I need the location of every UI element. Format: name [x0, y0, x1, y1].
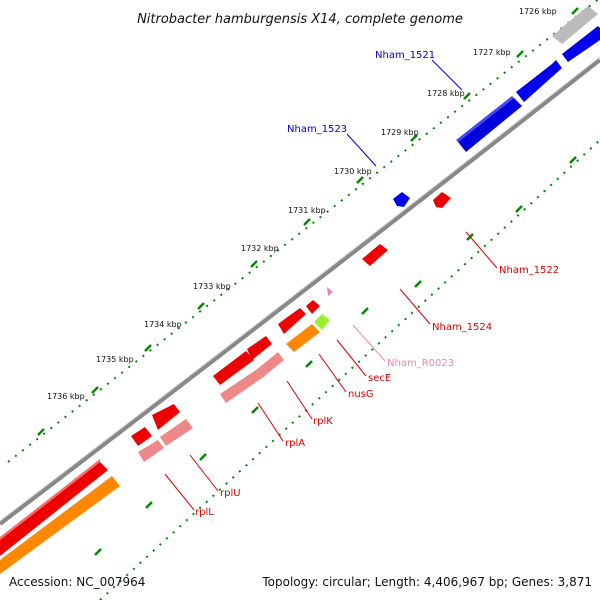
- tick-label: 1733 kbp: [193, 282, 231, 291]
- genome-backbone-highlight: [0, 56, 600, 522]
- outer-major-ticks: [37, 7, 579, 436]
- gene-block-red-1524: [362, 244, 388, 266]
- gene-label-sece: secE: [368, 373, 391, 384]
- gene-block-blue-3-top: [456, 96, 514, 142]
- inner-tick-track: [99, 139, 600, 600]
- gene-block-red-c: [247, 336, 272, 360]
- gene-label-rplk: rplK: [313, 416, 333, 427]
- gene-label-nham-1523: Nham_1523: [287, 124, 347, 135]
- gene-block-blue-3: [458, 98, 522, 152]
- gene-block-red-long-top: [0, 459, 100, 540]
- inner-major-ticks: [94, 156, 577, 556]
- gene-block-pink-r0023: [327, 287, 333, 296]
- tick-label: 1736 kbp: [47, 392, 85, 401]
- gene-block-light-b: [220, 370, 262, 403]
- gene-label-nham-1522: Nham_1522: [499, 265, 559, 276]
- gene-label-nusg: nusG: [348, 389, 374, 400]
- gene-block-red-b: [278, 308, 306, 334]
- gene-block-blue-2: [516, 60, 562, 102]
- gene-label-rplu: rplU: [220, 488, 241, 499]
- gene-block-lime: [314, 314, 330, 330]
- tick-label: 1728 kbp: [427, 89, 465, 98]
- gene-block-light-a: [256, 352, 284, 378]
- gene-label-nham-1524: Nham_1524: [432, 322, 492, 333]
- gray-gene-block-top: [552, 4, 590, 36]
- tick-label: 1731 kbp: [288, 206, 326, 215]
- tick-label: 1735 kbp: [96, 355, 134, 364]
- gene-block-red-long: [0, 462, 108, 556]
- gene-block-light-c: [160, 419, 193, 446]
- label-leaders: [164, 59, 498, 511]
- outer-tick-track: [7, 0, 600, 463]
- gene-block-red-f: [131, 427, 152, 446]
- gene-labels: Nham_1521 Nham_1523 Nham_1522 Nham_1524 …: [195, 50, 559, 518]
- accession-text: Accession: NC_007964: [9, 575, 145, 589]
- tick-label: 1726 kbp: [519, 7, 557, 16]
- tick-labels: 1726 kbp 1727 kbp 1728 kbp 1729 kbp 1730…: [47, 7, 557, 401]
- gene-block-orange-small: [286, 324, 320, 352]
- tick-label: 1729 kbp: [381, 128, 419, 137]
- topology-text: Topology: circular; Length: 4,406,967 bp…: [261, 575, 592, 589]
- gray-gene-block: [552, 6, 598, 44]
- gene-label-rpla: rplA: [285, 438, 305, 449]
- tick-label: 1727 kbp: [473, 48, 511, 57]
- gene-label-rpll: rplL: [195, 507, 214, 518]
- gene-block-red-e: [152, 404, 180, 430]
- gene-block-red-1522: [433, 192, 451, 208]
- gene-label-nham-1521: Nham_1521: [375, 50, 435, 61]
- gene-block-blue-1: [562, 26, 600, 62]
- gene-block-red-d: [213, 351, 254, 385]
- gene-block-blue-small: [393, 192, 410, 207]
- tick-label: 1730 kbp: [334, 167, 372, 176]
- gene-block-red-a: [306, 300, 320, 314]
- tick-label: 1732 kbp: [241, 244, 279, 253]
- genome-backbone: [0, 58, 600, 526]
- gene-block-orange-long: [0, 476, 120, 574]
- tick-label: 1734 kbp: [144, 320, 182, 329]
- gene-block-light-d: [138, 440, 164, 462]
- map-title: Nitrobacter hamburgensis X14, complete g…: [137, 12, 463, 27]
- gene-label-nham-r0023: Nham_R0023: [387, 358, 454, 369]
